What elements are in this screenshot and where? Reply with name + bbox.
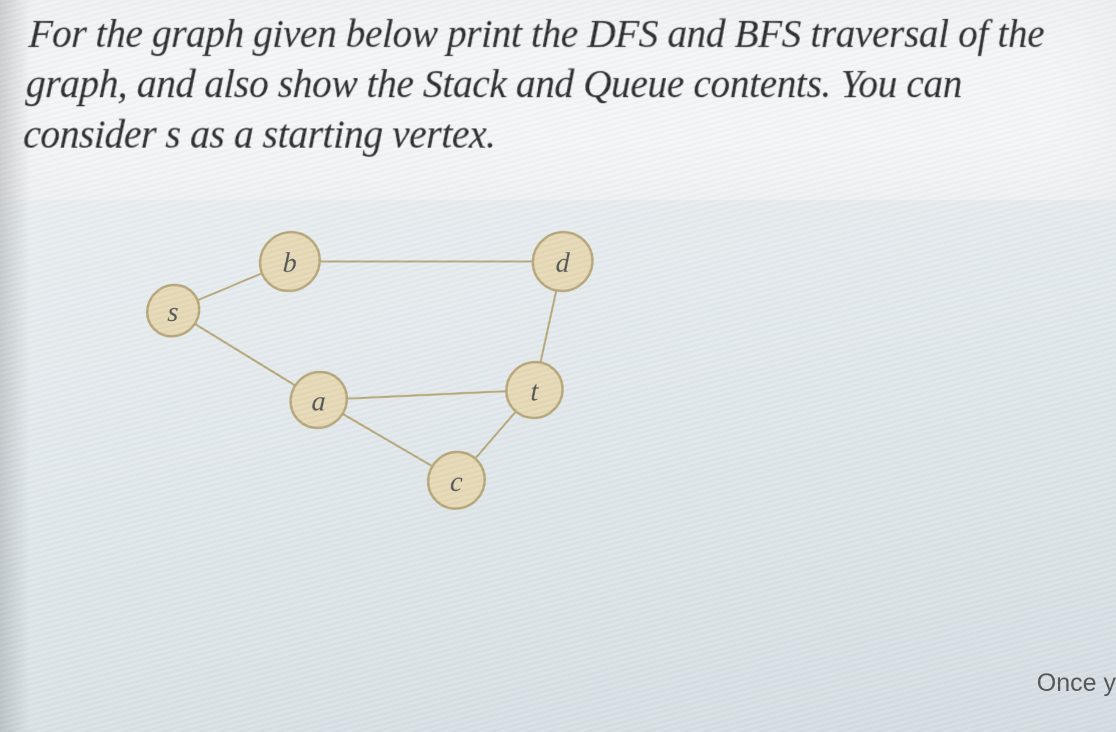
node-t: t bbox=[506, 362, 564, 418]
node-label-s: s bbox=[167, 297, 180, 328]
node-c: c bbox=[427, 452, 485, 509]
node-label-d: d bbox=[555, 248, 570, 279]
graph-nodes: s b a d t c bbox=[136, 232, 593, 508]
graph-edges bbox=[164, 261, 563, 480]
graph-svg: s b a d t c bbox=[111, 222, 722, 520]
node-d: d bbox=[532, 232, 593, 291]
node-a: a bbox=[289, 372, 348, 428]
question-card: For the graph given below print the DFS … bbox=[0, 0, 1116, 200]
node-s: s bbox=[146, 285, 201, 336]
graph-diagram: s b a d t c bbox=[111, 222, 722, 520]
question-text: For the graph given below print the DFS … bbox=[22, 10, 1087, 161]
node-b: b bbox=[259, 232, 321, 291]
node-label-c: c bbox=[450, 467, 464, 499]
node-label-b: b bbox=[282, 248, 297, 279]
node-label-a: a bbox=[311, 386, 326, 417]
screen-root: For the graph given below print the DFS … bbox=[0, 0, 1116, 732]
footer-partial-text: Once y bbox=[1037, 669, 1116, 698]
edge-a-t bbox=[319, 390, 535, 400]
left-shadow bbox=[0, 0, 30, 732]
